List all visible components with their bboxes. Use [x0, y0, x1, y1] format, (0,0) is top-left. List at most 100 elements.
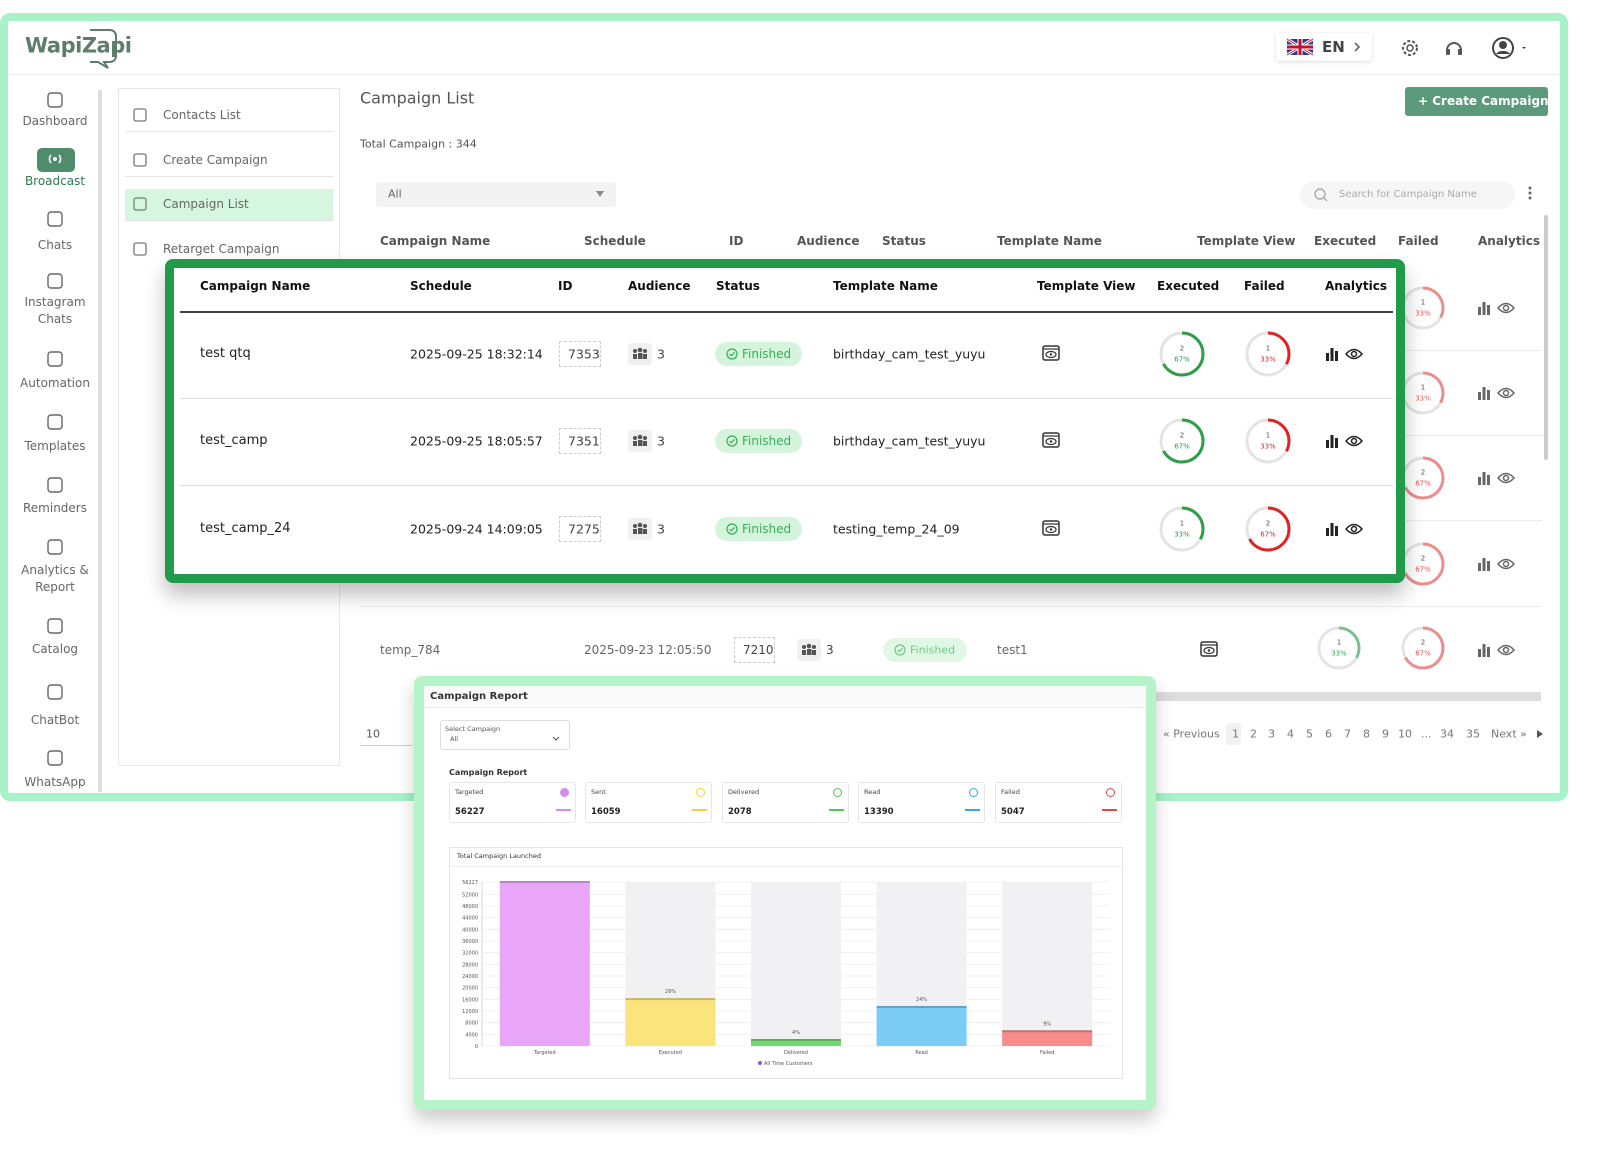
sidebar-label[interactable]: ChatBot — [30, 713, 80, 727]
analytics-eye-icon[interactable] — [1496, 471, 1516, 485]
create-campaign-button[interactable]: + Create Campaign — [1405, 87, 1549, 116]
analytics-eye-icon[interactable] — [1344, 347, 1364, 361]
pagination-item[interactable]: 35 — [1466, 727, 1480, 741]
analytics-eye-icon[interactable] — [1496, 557, 1516, 571]
pagination-item[interactable]: 5 — [1306, 727, 1313, 741]
analytics-chart-icon[interactable] — [1477, 301, 1491, 315]
submenu-item[interactable]: Campaign List — [163, 196, 249, 211]
template-view-icon[interactable] — [1042, 345, 1060, 361]
pagination-item[interactable]: 3 — [1268, 727, 1275, 741]
template-view-icon[interactable] — [1042, 520, 1060, 536]
pagination-item[interactable]: 7 — [1344, 727, 1351, 741]
sidebar-label[interactable]: Catalog — [31, 642, 79, 656]
sidebar-icon[interactable] — [46, 150, 64, 168]
sidebar-label[interactable]: Chats — [37, 238, 73, 252]
icon-shape — [53, 157, 57, 161]
pagination-item[interactable]: 10 — [1398, 727, 1412, 741]
sidebar-label[interactable]: WhatsApp — [24, 775, 86, 789]
pagination-item[interactable]: 8 — [1363, 727, 1370, 741]
sidebar-icon[interactable] — [46, 683, 64, 701]
submenu-item[interactable]: Retarget Campaign — [163, 241, 280, 256]
icon-shape — [1478, 563, 1481, 571]
filter-select[interactable]: All — [376, 182, 616, 207]
support-icon[interactable] — [1444, 38, 1464, 58]
template-view-icon[interactable] — [1200, 641, 1218, 657]
pagination-item[interactable]: ... — [1421, 727, 1432, 741]
card-icon — [560, 788, 569, 797]
analytics-eye-icon[interactable] — [1496, 643, 1516, 657]
pagination-item[interactable]: 34 — [1440, 727, 1454, 741]
pagination-item[interactable]: 1 — [1232, 727, 1239, 741]
icon-shape — [1045, 525, 1057, 534]
sidebar-label[interactable]: Broadcast — [24, 174, 86, 188]
submenu-icon[interactable] — [133, 108, 147, 122]
icon-shape — [833, 788, 842, 797]
sidebar-icon[interactable] — [46, 538, 64, 556]
submenu-item[interactable]: Contacts List — [163, 107, 241, 122]
submenu-icon[interactable] — [133, 242, 147, 256]
sidebar-icon[interactable] — [46, 272, 64, 290]
sidebar-icon[interactable] — [46, 476, 64, 494]
sidebar-label[interactable]: Templates — [24, 439, 86, 453]
analytics-chart-icon[interactable] — [1325, 347, 1339, 361]
analytics-eye-icon[interactable] — [1496, 301, 1516, 315]
analytics-chart-icon[interactable] — [1477, 386, 1491, 400]
schedule: 2025-09-25 18:05:57 — [410, 433, 543, 449]
settings-icon[interactable] — [1400, 38, 1420, 58]
analytics-chart-icon[interactable] — [1477, 471, 1491, 485]
donut-percent: 33% — [1174, 531, 1190, 539]
schedule: 2025-09-24 14:09:05 — [410, 521, 543, 537]
sidebar-icon[interactable] — [46, 210, 64, 228]
sidebar-icon[interactable] — [46, 91, 64, 109]
more-menu[interactable] — [1528, 186, 1532, 200]
analytics-eye-icon[interactable] — [1496, 386, 1516, 400]
submenu-icon[interactable] — [133, 153, 147, 167]
sidebar-label[interactable]: Analytics & Report — [21, 563, 89, 594]
logo-bubble — [90, 29, 117, 69]
submenu-divider — [125, 131, 333, 132]
card-accent — [965, 809, 980, 811]
submenu-item[interactable]: Create Campaign — [163, 152, 268, 167]
sidebar-icon[interactable] — [46, 749, 64, 767]
icon-shape — [633, 434, 647, 446]
template-view-icon[interactable] — [1042, 432, 1060, 448]
search-input[interactable]: Search for Campaign Name — [1300, 181, 1515, 209]
pagination-item[interactable]: 4 — [1287, 727, 1294, 741]
analytics-chart-icon[interactable] — [1477, 557, 1491, 571]
donut: 133% — [1159, 506, 1205, 552]
campaign-select[interactable]: Select Campaign All — [440, 720, 570, 750]
sidebar-label[interactable]: Automation — [20, 376, 90, 390]
legend-label: All Time Customers — [764, 1061, 813, 1067]
analytics-chart-icon[interactable] — [1325, 522, 1339, 536]
pagination-item[interactable]: 6 — [1325, 727, 1332, 741]
sidebar-label[interactable]: Reminders — [23, 501, 87, 515]
card-label: Read — [864, 788, 881, 797]
sidebar-icon[interactable] — [46, 350, 64, 368]
sidebar-label[interactable]: Dashboard — [22, 114, 88, 128]
icon-shape — [1499, 41, 1507, 49]
analytics-eye-icon[interactable] — [1344, 434, 1364, 448]
icon-shape — [552, 736, 560, 741]
icon-shape — [643, 436, 647, 440]
icon-shape — [133, 197, 147, 211]
analytics-chart-icon[interactable] — [1325, 434, 1339, 448]
sidebar-icon[interactable] — [46, 413, 64, 431]
analytics-eye-icon[interactable] — [1344, 522, 1364, 536]
donut-arc — [1245, 331, 1291, 377]
report-subtitle: Campaign Report — [449, 768, 528, 778]
pagination-item[interactable]: Next » — [1491, 727, 1527, 741]
pagination-item[interactable]: 2 — [1250, 727, 1257, 741]
page-size-select[interactable]: 10 — [360, 722, 412, 746]
sidebar-label[interactable]: Instagram Chats — [24, 295, 86, 326]
pagination-item[interactable]: 9 — [1382, 727, 1389, 741]
submenu-icon[interactable] — [133, 197, 147, 211]
next-arrow[interactable] — [1537, 730, 1543, 738]
card-value: 2078 — [728, 806, 752, 817]
sidebar-icon[interactable] — [46, 617, 64, 635]
x-tick-label: Executed — [659, 1050, 682, 1056]
analytics-chart-icon[interactable] — [1477, 643, 1491, 657]
pagination-item[interactable]: « Previous — [1163, 727, 1220, 741]
donut-percent: 33% — [1260, 356, 1276, 364]
language-selector[interactable]: EN — [1276, 33, 1372, 61]
profile-icon[interactable] — [1491, 36, 1527, 60]
